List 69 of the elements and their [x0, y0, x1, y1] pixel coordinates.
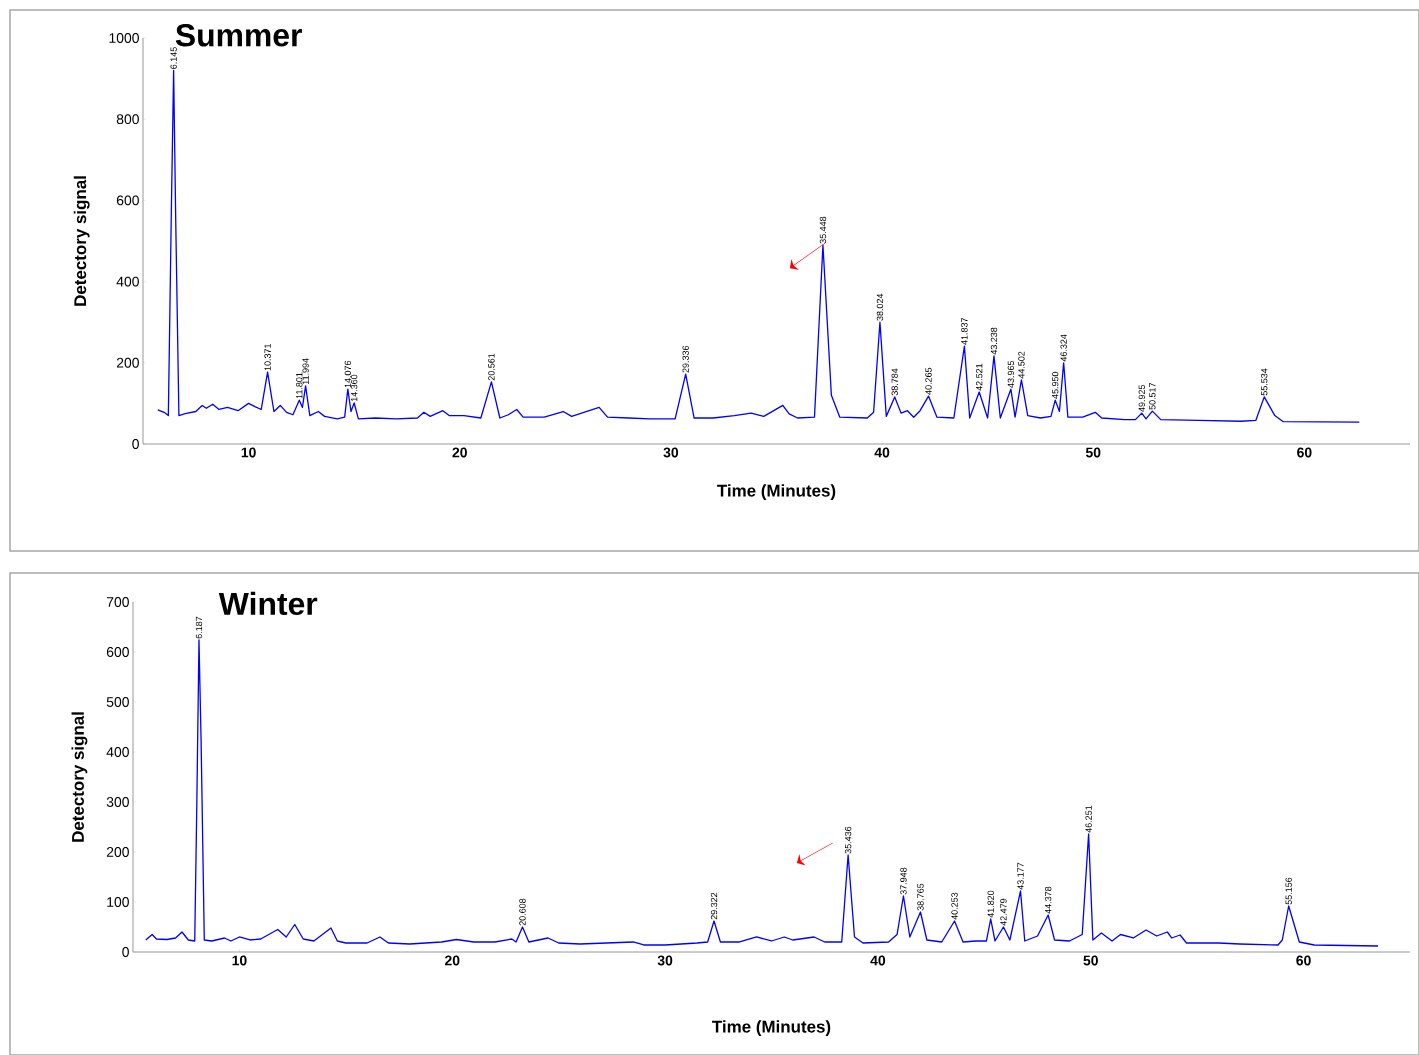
y-tick-label: 0: [122, 947, 129, 957]
y-tick-label: 0: [132, 439, 139, 449]
annotation: 29.322: [710, 892, 718, 920]
annotation: 14.076: [344, 360, 352, 388]
y-tick-label: 600: [106, 647, 129, 657]
annotation: 43.177: [1017, 862, 1024, 890]
y-tick-label: 400: [106, 747, 129, 757]
annotation: 11.801: [296, 372, 303, 399]
annotation: 6.145: [170, 47, 177, 69]
annotation: 11.994: [302, 358, 309, 385]
x-tick-label: 30: [663, 447, 679, 458]
annotation: 10.371: [264, 343, 271, 371]
annotation: 35.448: [819, 216, 827, 244]
y-tick-label: 400: [116, 276, 139, 287]
y-tick-label: 500: [106, 697, 129, 707]
x-axis-title: Time (Minutes): [717, 484, 836, 501]
x-tick-label: 30: [657, 955, 673, 966]
line-series: [157, 69, 1360, 423]
annotation: 29.336: [682, 345, 689, 373]
annotation: 38.784: [891, 368, 898, 396]
annotation: 42.479: [1000, 898, 1007, 926]
annotation: 35.436: [844, 826, 852, 854]
x-tick-label: 40: [874, 447, 890, 458]
y-tick-label: 800: [116, 114, 139, 125]
x-tick-label: 10: [232, 955, 247, 966]
y-tick-label: 200: [106, 847, 129, 857]
annotation: 45.950: [1052, 371, 1059, 399]
y-tick-label: 1000: [109, 33, 139, 43]
y-tick-label: 300: [106, 797, 129, 807]
x-axis-title: Time (Minutes): [712, 1020, 831, 1037]
annotation: 6.187: [195, 616, 203, 639]
y-tick-label: 700: [106, 597, 129, 607]
annotation: 14.360: [350, 374, 358, 402]
annotation: 20.608: [519, 898, 526, 926]
chart-title: Summer: [175, 23, 302, 47]
x-tick-label: 20: [444, 955, 460, 966]
annotation: 43.965: [1007, 360, 1015, 388]
annotation: 20.561: [488, 353, 495, 381]
x-tick-label: 20: [452, 447, 467, 458]
annotation: 41.837: [961, 317, 968, 345]
annotation: 49.925: [1138, 384, 1145, 412]
annotation: 44.378: [1044, 886, 1052, 914]
annotation: 55.534: [1261, 368, 1268, 396]
annotation: 46.251: [1085, 805, 1092, 833]
annotation: 43.238: [990, 327, 998, 355]
y-axis-title: Detectory signal: [71, 712, 88, 842]
x-tick-label: 60: [1296, 955, 1311, 966]
y-tick-label: 200: [116, 357, 139, 368]
annotation: 46.324: [1060, 334, 1067, 362]
x-tick-label: 40: [870, 955, 886, 966]
y-axis-title: Detectory signal: [73, 176, 90, 306]
annotation: 50.517: [1149, 382, 1156, 410]
annotation: 55.156: [1285, 877, 1292, 905]
annotation: 41.820: [987, 890, 994, 918]
annotation: 42.521: [976, 363, 983, 391]
annotation: 38.024: [876, 293, 884, 321]
annotation: 38.765: [917, 883, 924, 911]
annotation: 37.948: [900, 867, 907, 895]
y-tick-label: 100: [107, 897, 129, 907]
y-tick-label: 600: [116, 195, 139, 206]
annotation: 44.502: [1018, 351, 1025, 379]
x-tick-label: 50: [1083, 955, 1098, 966]
x-tick-label: 60: [1297, 447, 1312, 458]
line-series: [145, 639, 1379, 947]
x-tick-label: 50: [1085, 447, 1101, 458]
x-tick-label: 10: [241, 447, 256, 458]
chart-title: Winter: [218, 591, 318, 616]
annotation: 40.253: [951, 892, 958, 920]
annotation: 40.265: [925, 367, 932, 395]
